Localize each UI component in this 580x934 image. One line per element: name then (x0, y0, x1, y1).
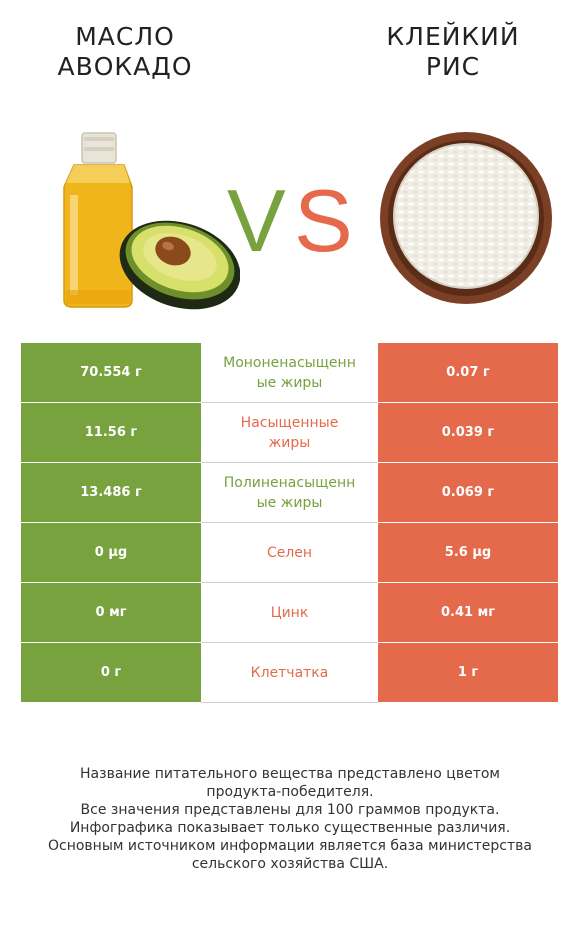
footer-note-color: Название питательного вещества представл… (80, 766, 500, 800)
vs-s-letter: S (294, 171, 353, 265)
right-value: 1 г (378, 643, 558, 703)
left-value: 0 г (21, 643, 201, 703)
left-value: 0 µg (21, 523, 201, 583)
comparison-table: 70.554 г Мононенасыщенн ые жиры 0.07 г 11.5… (21, 343, 558, 703)
nutrient-name: Насыщенные жиры (201, 403, 378, 463)
left-value: 70.554 г (21, 343, 201, 403)
right-value: 5.6 µg (378, 523, 558, 583)
footer-note-source: Основным источником информации является … (48, 838, 532, 872)
right-value: 0.069 г (378, 463, 558, 523)
right-product-title: КЛЕЙКИЙ РИС (386, 22, 520, 81)
vs-mark: V S (227, 171, 353, 265)
nutrient-name: Селен (201, 523, 378, 583)
right-value: 0.07 г (378, 343, 558, 403)
right-value: 0.039 г (378, 403, 558, 463)
footer-note-differences: Инфографика показывает только существенн… (69, 820, 511, 836)
left-product-title: МАСЛО АВОКАДО (57, 22, 193, 81)
left-value: 13.486 г (21, 463, 201, 523)
nutrient-name: Клетчатка (201, 643, 378, 703)
avocado-oil-bottle-icon (63, 132, 240, 310)
sticky-rice-bowl-icon (380, 132, 552, 304)
left-value: 0 мг (21, 583, 201, 643)
vs-v-letter: V (227, 171, 286, 265)
left-value: 11.56 г (21, 403, 201, 463)
table-row: 0 г Клетчатка 1 г (21, 643, 558, 703)
footer-note-per-100g: Все значения представлены для 100 граммо… (80, 802, 500, 818)
table-row: 13.486 г Полиненасыщенн ые жиры 0.069 г (21, 463, 558, 523)
table-row: 0 мг Цинк 0.41 мг (21, 583, 558, 643)
table-row: 11.56 г Насыщенные жиры 0.039 г (21, 403, 558, 463)
table-row: 0 µg Селен 5.6 µg (21, 523, 558, 583)
table-row: 70.554 г Мононенасыщенн ые жиры 0.07 г (21, 343, 558, 403)
nutrient-name: Цинк (201, 583, 378, 643)
footer-notes: Название питательного вещества представл… (20, 765, 560, 873)
right-value: 0.41 мг (378, 583, 558, 643)
nutrient-name: Мононенасыщенн ые жиры (201, 343, 378, 403)
nutrient-name: Полиненасыщенн ые жиры (201, 463, 378, 523)
